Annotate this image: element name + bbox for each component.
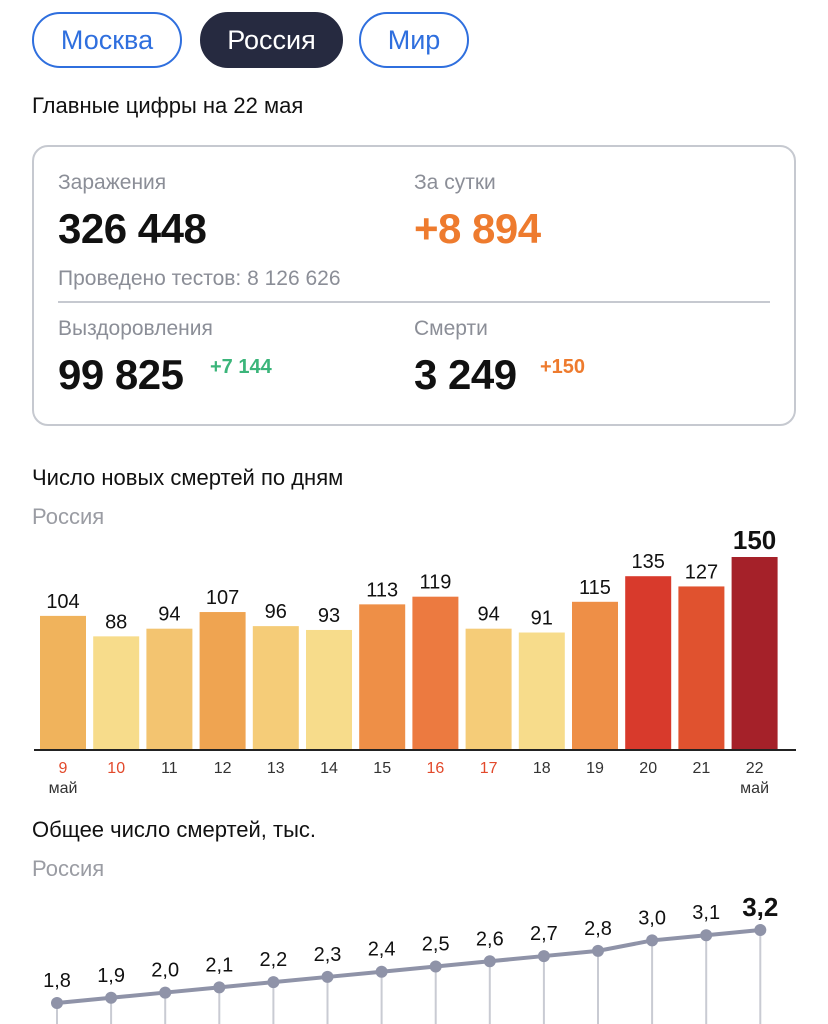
point-value-label: 1,9 xyxy=(97,965,125,987)
x-tick-label: 15 xyxy=(373,760,391,777)
point-value-label: 2,0 xyxy=(151,960,179,982)
x-tick-label: 12 xyxy=(214,760,232,777)
bar-value-label: 94 xyxy=(158,604,180,626)
daily-label: За сутки xyxy=(414,171,496,194)
point-value-label: 2,8 xyxy=(584,918,612,940)
point-value-label: 2,6 xyxy=(476,928,504,950)
daily-deaths-title: Число новых смертей по дням xyxy=(32,465,344,490)
line-point xyxy=(321,970,334,983)
line-point xyxy=(213,981,226,994)
total-deaths-line xyxy=(56,928,761,1005)
line-point xyxy=(51,997,63,1009)
line-point xyxy=(429,960,442,973)
month-label-last: май xyxy=(740,780,769,797)
daily-value: +8 894 xyxy=(414,205,541,252)
bar-11 xyxy=(146,628,193,749)
bar-value-label: 96 xyxy=(265,601,287,623)
tab-world[interactable]: Мир xyxy=(359,12,469,68)
bar-19 xyxy=(572,601,618,749)
tab-russia[interactable]: Россия xyxy=(200,12,343,68)
point-value-label: 3,1 xyxy=(692,902,720,924)
bar-22 xyxy=(731,557,778,749)
bar-value-label: 107 xyxy=(206,587,239,609)
bar-10 xyxy=(93,636,140,749)
x-tick-label: 21 xyxy=(693,760,711,777)
line-point xyxy=(537,950,550,963)
tests-count: Проведено тестов: 8 126 626 xyxy=(58,267,341,290)
bar-21 xyxy=(678,586,725,749)
recoveries-value: 99 825 xyxy=(58,351,184,398)
x-tick-label: 18 xyxy=(533,760,551,777)
bar-value-label: 104 xyxy=(46,591,79,613)
stats-card: Заражения 326 448 За сутки +8 894 Провед… xyxy=(32,145,796,426)
daily-deaths-chart: 104 9 88 10 94 11 107 12 96 13 93 14 113 15 119 16 94 17 9… xyxy=(34,525,796,797)
bar-12 xyxy=(199,612,246,749)
point-value-label: 1,8 xyxy=(43,970,71,992)
point-value-label: 2,1 xyxy=(205,954,233,976)
x-tick-label: 9 xyxy=(59,760,68,777)
bar-value-label: 88 xyxy=(105,611,127,633)
bar-value-label: 115 xyxy=(579,577,611,599)
infections-value: 326 448 xyxy=(58,205,207,252)
bar-value-label: 127 xyxy=(685,561,718,583)
line-point xyxy=(592,944,604,957)
line-point xyxy=(646,934,659,947)
line-point xyxy=(159,986,172,999)
bar-15 xyxy=(359,604,406,749)
line-point xyxy=(483,955,496,968)
bar-14 xyxy=(306,629,352,749)
deaths-label: Смерти xyxy=(414,317,488,340)
point-value-label: 2,2 xyxy=(259,949,287,971)
point-value-label: 2,7 xyxy=(530,923,558,945)
month-label-first: май xyxy=(49,780,78,797)
bar-9 xyxy=(40,615,86,749)
deaths-delta: +150 xyxy=(540,356,586,378)
bar-13 xyxy=(252,626,299,749)
x-tick-label: 11 xyxy=(161,760,178,777)
x-tick-label: 10 xyxy=(107,760,125,777)
line-point xyxy=(700,929,713,942)
recoveries-delta: +7 144 xyxy=(210,356,272,378)
line-point xyxy=(105,991,118,1004)
total-deaths-subtitle: Россия xyxy=(32,856,105,881)
point-value-label: 2,4 xyxy=(368,939,396,961)
x-tick-label: 13 xyxy=(267,760,285,777)
bar-value-label: 94 xyxy=(477,604,499,626)
recoveries-label: Выздоровления xyxy=(58,317,213,340)
point-value-label: 2,5 xyxy=(422,934,450,956)
card-divider xyxy=(58,301,770,303)
headline: Главные цифры на 22 мая xyxy=(32,93,304,118)
x-tick-label: 20 xyxy=(639,760,657,777)
x-tick-label: 22 xyxy=(746,760,764,777)
total-deaths-chart: 1,8 1,9 2,0 2,1 2,2 2,3 2,4 2,5 2,6 2,7 2,8 3,0 3,1 3… xyxy=(43,892,778,1024)
bar-17 xyxy=(465,628,512,749)
infections-label: Заражения xyxy=(58,171,167,194)
bar-value-label: 150 xyxy=(733,525,776,555)
daily-deaths-subtitle: Россия xyxy=(32,504,105,529)
x-tick-label: 14 xyxy=(320,760,338,777)
bar-16 xyxy=(412,596,459,749)
bar-20 xyxy=(625,576,672,749)
x-tick-label: 17 xyxy=(480,760,498,777)
bar-value-label: 93 xyxy=(318,605,340,627)
tab-moscow[interactable]: Москва xyxy=(32,12,182,68)
line-point xyxy=(754,924,767,936)
line-point xyxy=(267,976,280,989)
x-tick-label: 19 xyxy=(586,760,604,777)
point-value-label: 3,2 xyxy=(742,892,778,922)
bar-value-label: 135 xyxy=(632,551,665,573)
bar-18 xyxy=(518,632,565,749)
bar-value-label: 91 xyxy=(531,608,553,630)
line-point xyxy=(375,965,388,978)
point-value-label: 2,3 xyxy=(314,944,342,966)
bar-value-label: 119 xyxy=(419,572,451,594)
bar-value-label: 113 xyxy=(366,579,398,601)
point-value-label: 3,0 xyxy=(638,907,666,929)
total-deaths-title: Общее число смертей, тыс. xyxy=(32,817,317,842)
x-tick-label: 16 xyxy=(427,760,445,777)
deaths-value: 3 249 xyxy=(414,351,517,398)
